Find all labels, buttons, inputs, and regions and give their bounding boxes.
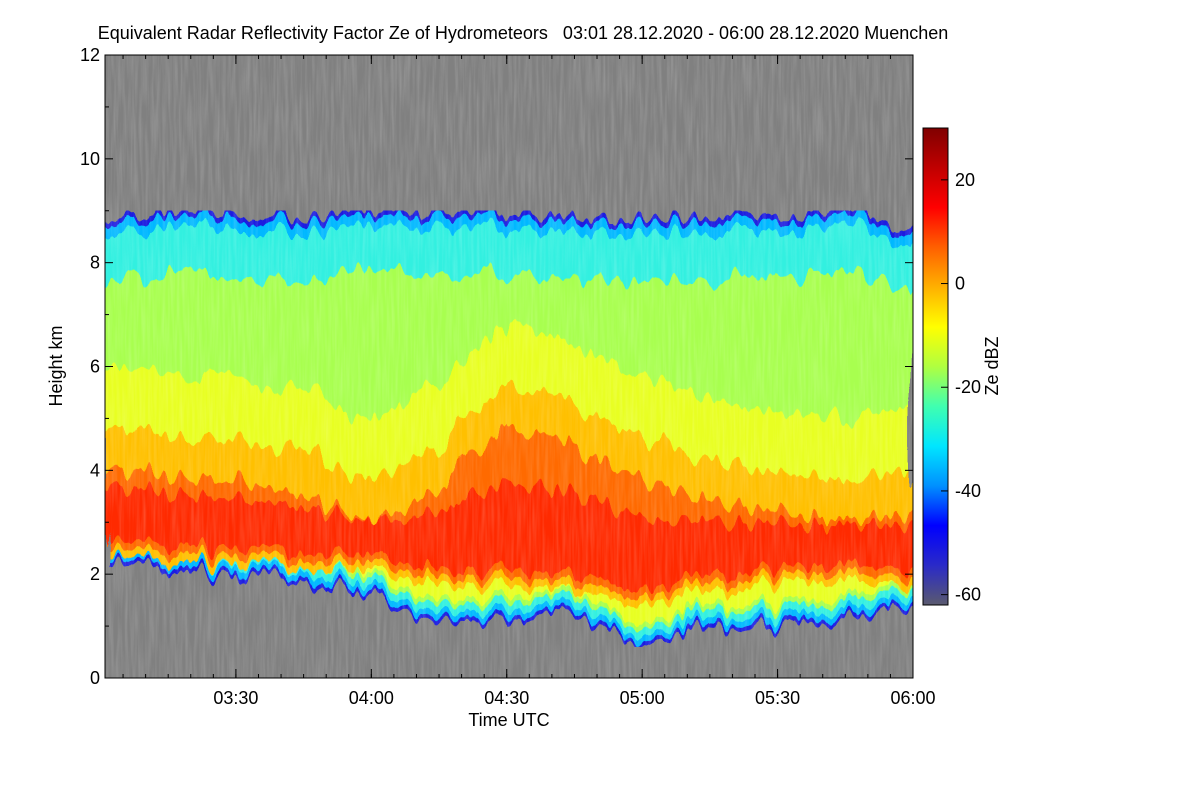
colorbar-label: Ze dBZ: [982, 336, 1002, 395]
x-tick-label: 03:30: [213, 688, 258, 708]
colorbar-tick-label: -60: [955, 585, 981, 605]
plot-area: [104, 54, 914, 679]
y-tick-label: 4: [90, 460, 100, 480]
y-axis: 0 2 4 6 8 10 12: [80, 45, 913, 688]
y-tick-label: 0: [90, 668, 100, 688]
colorbar-tick-label: 20: [955, 170, 975, 190]
x-axis-label: Time UTC: [468, 710, 549, 730]
y-tick-label: 10: [80, 149, 100, 169]
y-tick-label: 6: [90, 357, 100, 377]
y-tick-label: 2: [90, 564, 100, 584]
chart-title: Equivalent Radar Reflectivity Factor Ze …: [98, 23, 949, 43]
colorbar-tick-label: -20: [955, 377, 981, 397]
y-tick-label: 8: [90, 253, 100, 273]
x-axis: 03:30 04:00 04:30 05:00 05:30 06:00: [122, 55, 936, 708]
x-tick-label: 04:00: [349, 688, 394, 708]
x-tick-label: 06:00: [890, 688, 935, 708]
x-tick-label: 05:00: [620, 688, 665, 708]
colorbar: -60 -40 -20 0 20 Ze dBZ: [922, 127, 1002, 606]
x-tick-label: 05:30: [755, 688, 800, 708]
x-tick-label: 04:30: [484, 688, 529, 708]
colorbar-tick-label: -40: [955, 481, 981, 501]
y-tick-label: 12: [80, 45, 100, 65]
colorbar-gradient: [922, 127, 949, 606]
y-axis-label: Height km: [46, 325, 66, 406]
colorbar-tick-label: 0: [955, 274, 965, 294]
